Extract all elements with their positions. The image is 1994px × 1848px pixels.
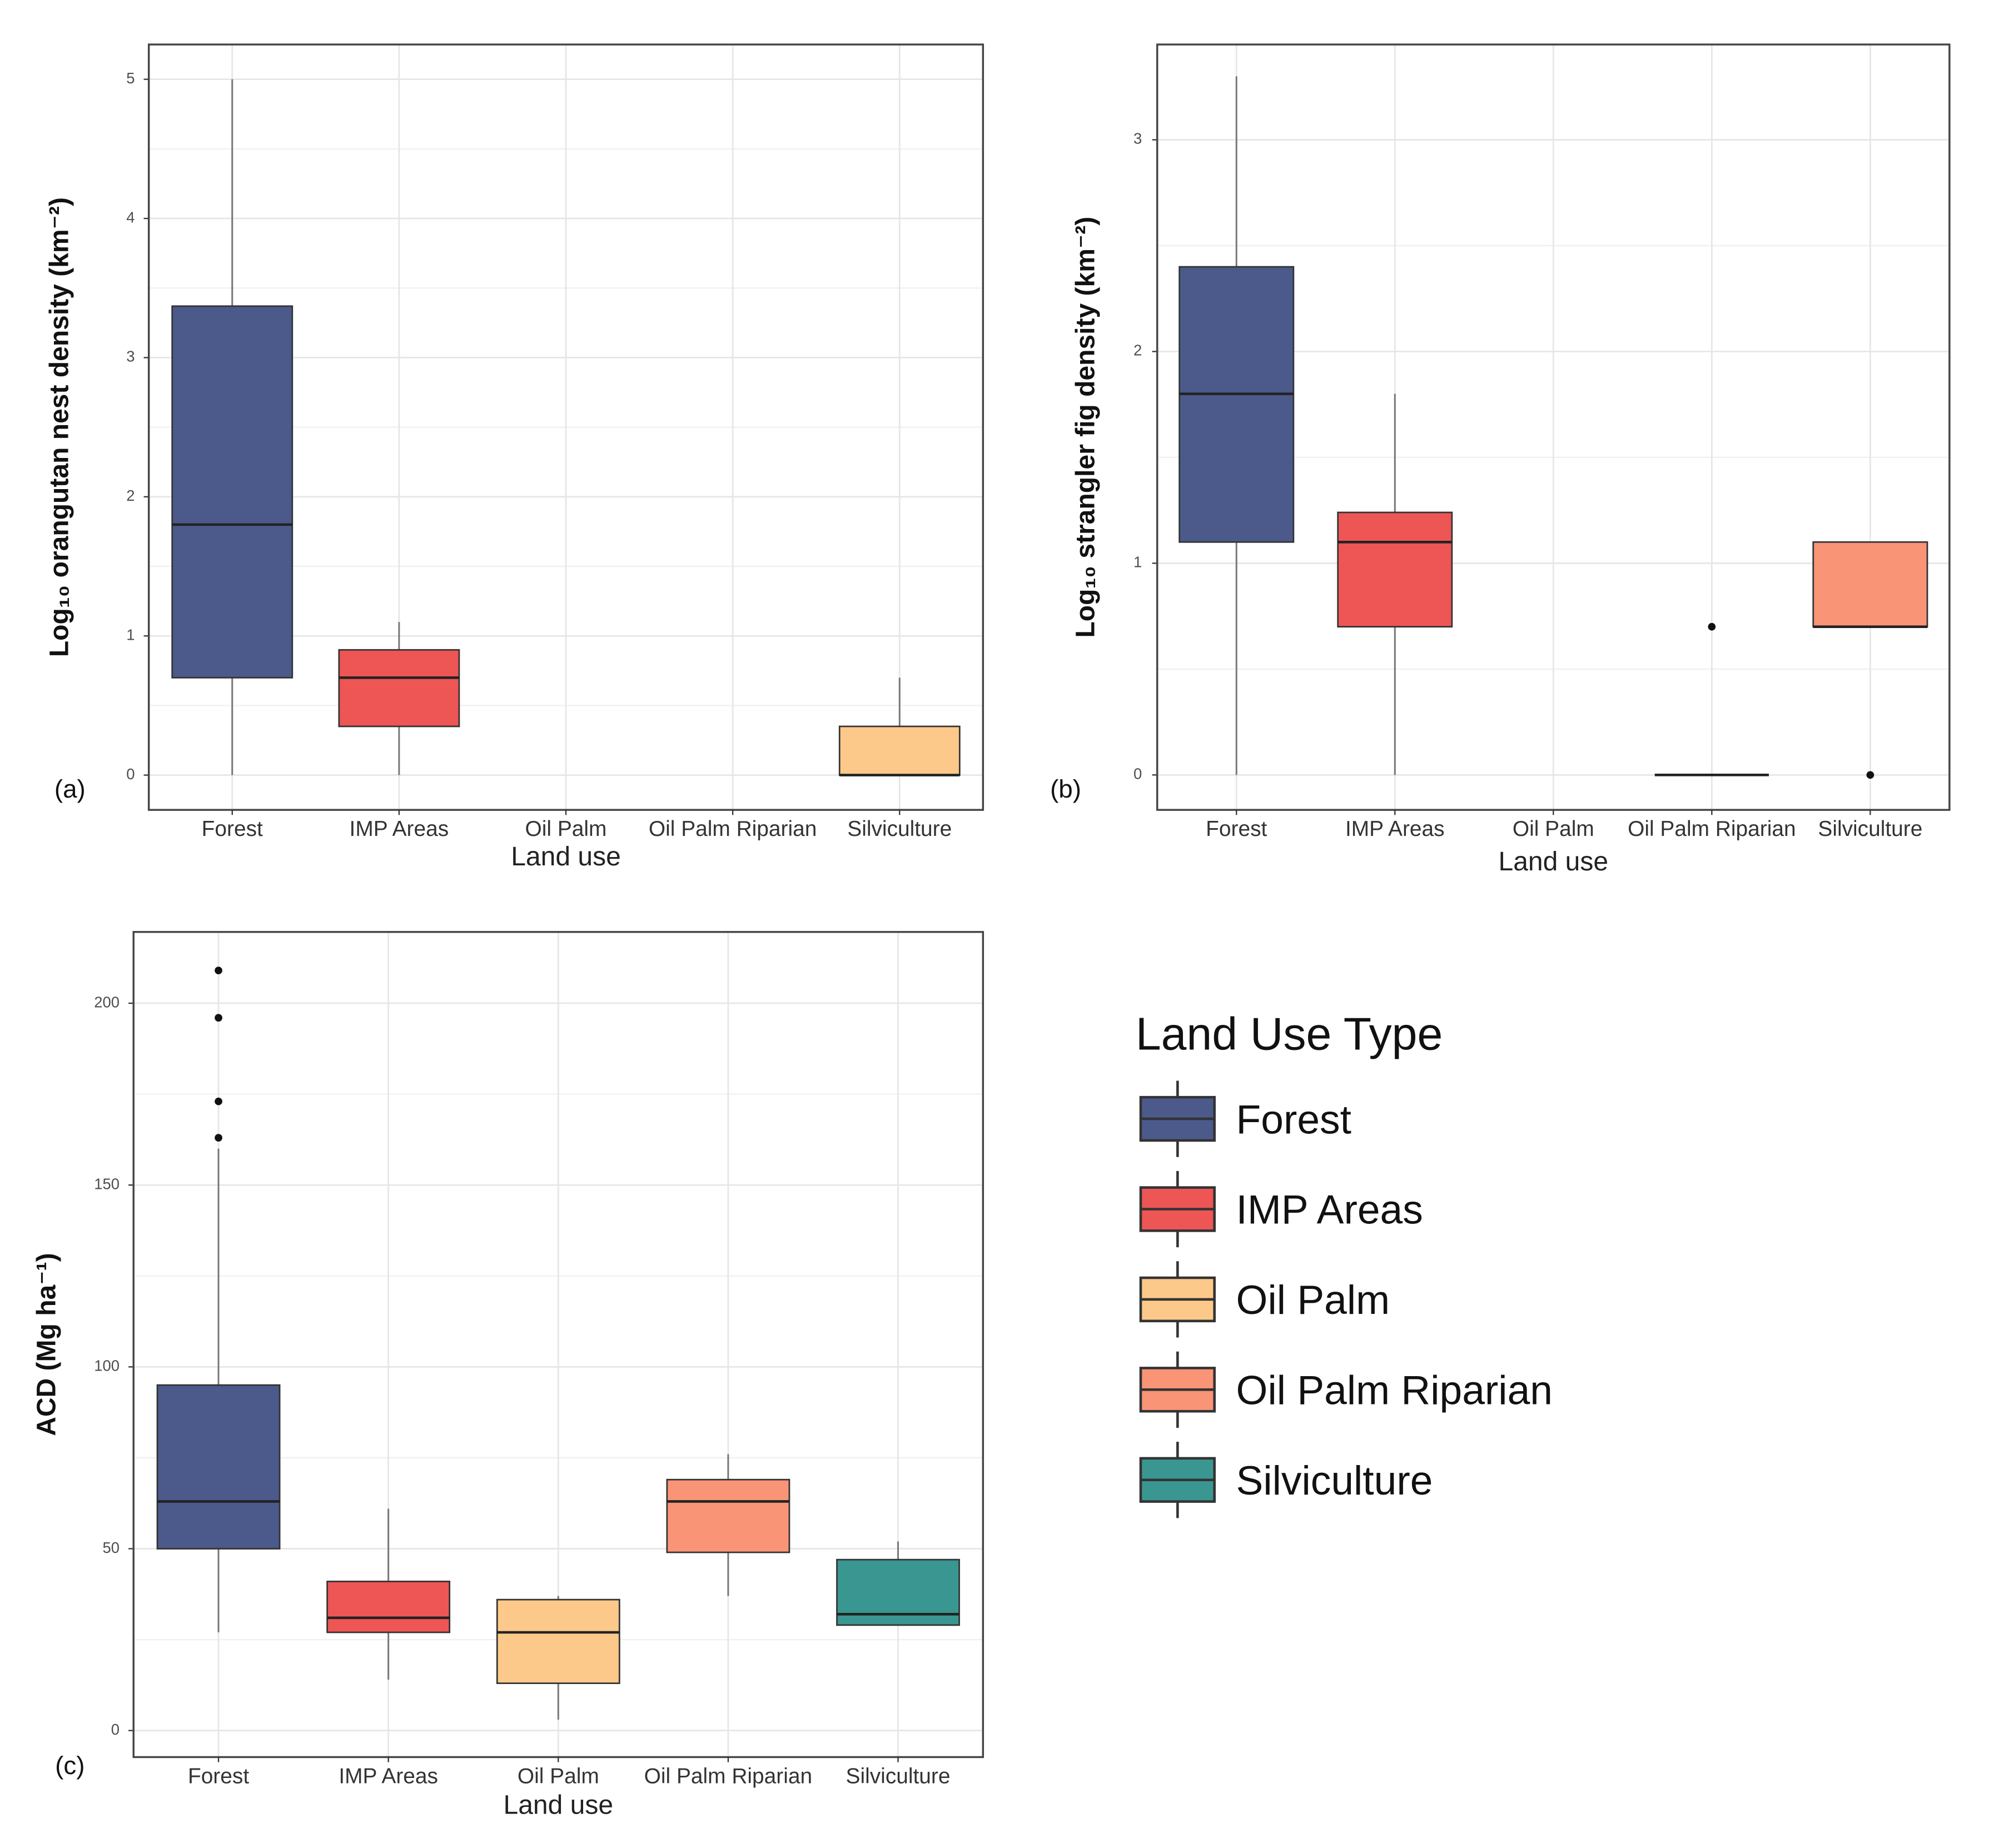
outlier xyxy=(215,1097,222,1105)
box xyxy=(1812,541,1928,628)
x-tick-label: Oil Palm Riparian xyxy=(644,1764,812,1788)
outlier xyxy=(215,967,222,975)
x-tick-label: Silviculture xyxy=(847,817,952,841)
box xyxy=(838,725,961,776)
box xyxy=(496,1598,620,1684)
y-tick-label: 0 xyxy=(126,765,135,783)
y-tick-label: 0 xyxy=(111,1721,120,1738)
x-tick-label: Oil Palm xyxy=(518,1764,599,1788)
y-tick-label: 4 xyxy=(126,208,135,226)
x-tick-label: Silviculture xyxy=(1818,817,1922,841)
y-tick-label: 1 xyxy=(1133,554,1142,571)
y-tick-label: 200 xyxy=(94,993,120,1010)
x-tick-label: Oil Palm xyxy=(525,817,607,841)
outlier xyxy=(1708,622,1716,631)
y-tick-label: 150 xyxy=(94,1175,120,1192)
y-tick-label: 100 xyxy=(94,1357,120,1374)
x-tick-label: Oil Palm Riparian xyxy=(1628,817,1796,841)
x-tick-label: IMP Areas xyxy=(1345,817,1445,841)
legend-label: IMP Areas xyxy=(1236,1187,1423,1233)
outlier xyxy=(215,1014,222,1022)
box xyxy=(338,649,460,728)
y-axis-title: Log₁₀ orangutan nest density (km⁻²) xyxy=(45,197,74,657)
panel-label: (b) xyxy=(1050,775,1081,803)
outlier xyxy=(215,1134,222,1142)
y-tick-label: 0 xyxy=(1133,765,1142,783)
panel-label: (a) xyxy=(54,775,86,803)
y-tick-label: 1 xyxy=(126,626,135,643)
y-tick-label: 3 xyxy=(1133,130,1142,147)
legend-label: Oil Palm xyxy=(1236,1277,1390,1323)
x-tick-label: Oil Palm Riparian xyxy=(649,817,817,841)
x-axis-title: Land use xyxy=(511,842,621,871)
outlier xyxy=(1866,771,1874,779)
y-tick-label: 3 xyxy=(126,348,135,365)
x-tick-label: IMP Areas xyxy=(339,1764,438,1788)
y-tick-label: 50 xyxy=(103,1539,120,1556)
y-axis-title: ACD (Mg ha⁻¹) xyxy=(32,1253,62,1436)
x-tick-label: Silviculture xyxy=(846,1764,951,1788)
x-tick-label: Forest xyxy=(202,817,263,841)
x-axis-title: Land use xyxy=(503,1790,613,1820)
x-tick-label: Oil Palm xyxy=(1513,817,1594,841)
box xyxy=(666,1478,790,1553)
legend-label: Silviculture xyxy=(1236,1458,1433,1503)
x-tick-label: Forest xyxy=(1206,817,1267,841)
box xyxy=(156,1384,281,1550)
y-tick-label: 2 xyxy=(126,487,135,504)
box xyxy=(1337,511,1453,628)
x-tick-label: Forest xyxy=(188,1764,249,1788)
legend-label: Forest xyxy=(1236,1097,1351,1142)
legend-title: Land Use Type xyxy=(1136,1008,1443,1059)
y-tick-label: 2 xyxy=(1133,342,1142,359)
x-tick-label: IMP Areas xyxy=(350,817,449,841)
legend-label: Oil Palm Riparian xyxy=(1236,1368,1553,1413)
box xyxy=(326,1581,451,1633)
y-axis-title: Log₁₀ strangler fig density (km⁻²) xyxy=(1071,217,1101,638)
panel-label: (c) xyxy=(55,1751,84,1780)
box xyxy=(1179,266,1295,543)
x-axis-title: Land use xyxy=(1499,847,1609,876)
box xyxy=(171,305,294,679)
y-tick-label: 5 xyxy=(126,69,135,87)
